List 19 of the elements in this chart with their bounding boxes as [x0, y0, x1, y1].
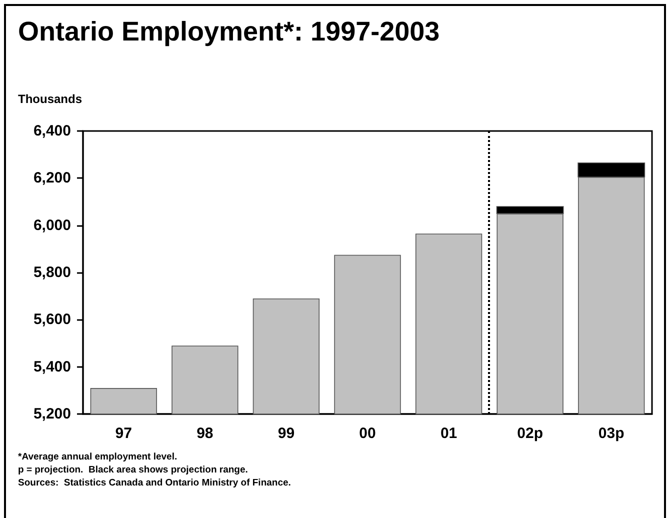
- text: *Average annual employment level.: [18, 452, 178, 462]
- y-tick-label: 5,200: [33, 406, 71, 422]
- y-tick-label: 5,800: [33, 264, 71, 281]
- y-tick-label: 6,200: [33, 170, 71, 187]
- x-tick-label: 98: [196, 425, 214, 442]
- x-tick-label: 03p: [598, 425, 624, 442]
- source-note: Sources: Statistics Canada and Ontario Ministry of Finance.: [18, 478, 291, 488]
- x-tick-label: 99: [278, 425, 295, 442]
- text: p = projection. Black area shows projection range.: [18, 464, 248, 476]
- x-tick-label: 01: [440, 425, 458, 442]
- y-axis-title: Thousands: [18, 92, 82, 106]
- y-tick-label: 6,000: [33, 216, 71, 234]
- x-tick-label: 00: [359, 425, 376, 442]
- chart-title: Ontario Employment*: 1997-2003: [18, 16, 440, 46]
- y-tick-label: 5,400: [33, 358, 71, 376]
- y-tick-label: 5,600: [33, 311, 71, 328]
- x-tick-label: 97: [115, 425, 132, 442]
- x-tick-label: 02p: [517, 425, 543, 442]
- y-tick-label: 6,400: [33, 122, 71, 140]
